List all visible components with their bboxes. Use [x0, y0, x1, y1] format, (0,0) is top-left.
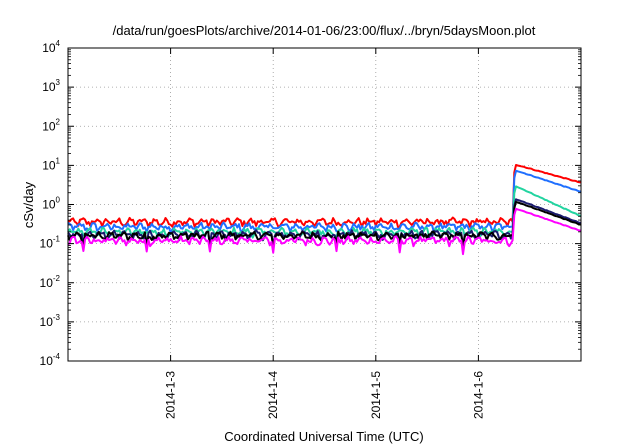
- series-line: [67, 169, 582, 234]
- y-tick-label: 103: [42, 78, 60, 94]
- y-tick-label: 104: [42, 39, 60, 55]
- y-axis: 10-4 10-3 10-2 10-1 100 101 102 103 104: [40, 39, 581, 368]
- x-tick-label: 2014-1-5: [369, 371, 383, 419]
- series-line: [67, 164, 582, 228]
- y-axis-label: cSv/day: [21, 181, 36, 228]
- y-tick-label: 102: [42, 117, 60, 133]
- series-line: [67, 200, 582, 248]
- y-tick-label: 10-1: [40, 235, 61, 251]
- x-tick-label: 2014-1-4: [266, 371, 280, 419]
- y-tick-label: 100: [42, 196, 60, 212]
- chart-title: /data/run/goesPlots/archive/2014-01-06/2…: [113, 23, 536, 38]
- x-tick-label: 2014-1-6: [471, 371, 485, 419]
- x-axis: 2014-1-3 2014-1-4 2014-1-5 2014-1-6: [164, 48, 485, 419]
- y-tick-label: 10-2: [40, 274, 61, 290]
- series-layer: [67, 164, 582, 256]
- y-tick-label: 101: [42, 156, 60, 172]
- x-tick-label: 2014-1-3: [164, 371, 178, 419]
- y-tick-label: 10-4: [40, 352, 61, 368]
- x-axis-label: Coordinated Universal Time (UTC): [224, 429, 423, 444]
- series-line: [67, 207, 582, 256]
- y-tick-label: 10-3: [40, 313, 61, 329]
- grid: [68, 48, 581, 361]
